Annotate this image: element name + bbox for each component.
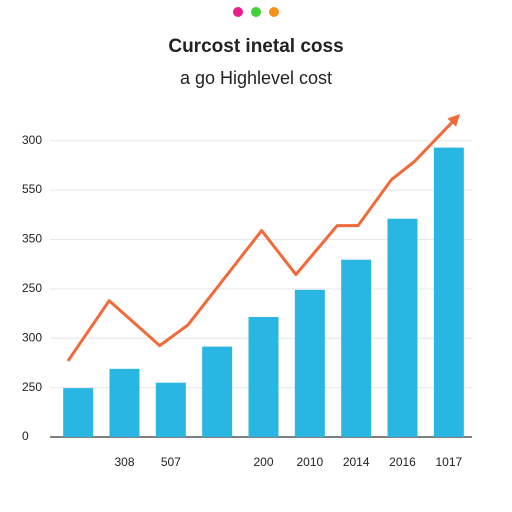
bar	[109, 368, 140, 437]
bar	[341, 259, 372, 437]
x-tick-label: 507	[161, 455, 181, 469]
x-tick-label: 1017	[435, 455, 462, 469]
bar	[248, 316, 279, 437]
dot	[269, 7, 279, 17]
dot	[233, 7, 243, 17]
x-tick-label: 2010	[296, 455, 323, 469]
y-tick-label: 350	[22, 232, 42, 246]
line	[66, 114, 461, 362]
bar	[433, 147, 464, 438]
x-tick-label: 200	[253, 455, 273, 469]
y-tick-label: 250	[22, 281, 42, 295]
y-tick-label: 250	[22, 380, 42, 394]
x-tick-label: 2014	[343, 455, 370, 469]
bar	[294, 289, 325, 437]
y-tick-label: 550	[22, 182, 42, 196]
chart-title: Curcost inetal coss	[168, 36, 343, 57]
y-tick-label: 300	[22, 330, 42, 344]
bar	[155, 382, 186, 437]
dot	[251, 7, 261, 17]
bar	[202, 346, 233, 437]
x-tick-label: 308	[114, 455, 134, 469]
bar	[63, 388, 94, 437]
y-tick-label: 0	[22, 429, 29, 443]
y-tick-label: 300	[22, 133, 42, 147]
x-tick-label: 2016	[389, 455, 416, 469]
chart-subtitle: a go Highlevel cost	[180, 68, 332, 88]
bar	[387, 218, 418, 437]
